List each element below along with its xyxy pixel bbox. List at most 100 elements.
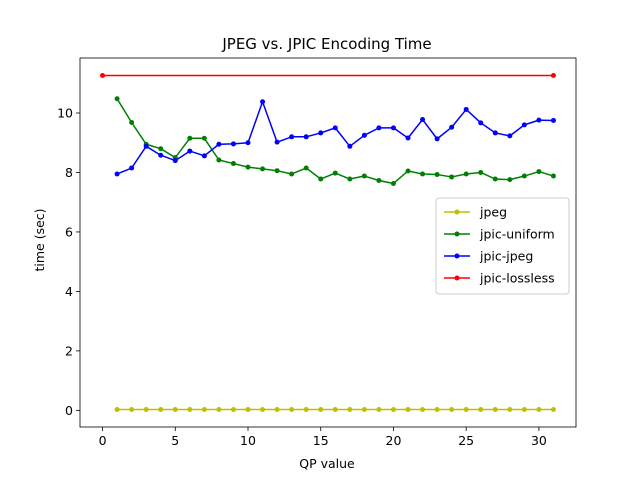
data-point-jpeg bbox=[463, 406, 469, 412]
x-tick-label: 5 bbox=[171, 433, 179, 448]
data-point-jpeg bbox=[172, 406, 178, 412]
data-point-jpeg bbox=[289, 406, 295, 412]
data-point-jpeg bbox=[245, 406, 251, 412]
data-point-jpic-uniform bbox=[289, 171, 295, 177]
data-point-jpeg bbox=[143, 406, 149, 412]
legend-marker-jpic-lossless bbox=[454, 275, 460, 281]
data-point-jpic-uniform bbox=[187, 135, 193, 141]
legend-marker-jpic-jpeg bbox=[454, 253, 460, 259]
x-tick-label: 10 bbox=[240, 433, 256, 448]
data-point-jpeg bbox=[260, 406, 266, 412]
data-point-jpic-uniform bbox=[405, 168, 411, 174]
data-point-jpeg bbox=[201, 406, 207, 412]
data-point-jpic-uniform bbox=[434, 172, 440, 178]
data-point-jpic-jpeg bbox=[303, 134, 309, 140]
data-point-jpeg bbox=[434, 406, 440, 412]
data-point-jpic-uniform bbox=[216, 157, 222, 163]
data-point-jpeg bbox=[158, 406, 164, 412]
data-point-jpeg bbox=[303, 406, 309, 412]
data-point-jpeg bbox=[274, 406, 280, 412]
data-point-jpeg bbox=[230, 406, 236, 412]
data-point-jpic-jpeg bbox=[492, 130, 498, 136]
legend-marker-jpeg bbox=[454, 209, 460, 215]
y-tick-label: 8 bbox=[65, 165, 73, 180]
data-point-jpic-uniform bbox=[361, 173, 367, 179]
data-point-jpic-jpeg bbox=[260, 99, 266, 105]
data-point-jpic-uniform bbox=[478, 169, 484, 175]
data-point-jpic-lossless bbox=[100, 73, 106, 79]
data-point-jpic-jpeg bbox=[478, 120, 484, 126]
legend-marker-jpic-uniform bbox=[454, 231, 460, 237]
data-point-jpic-jpeg bbox=[143, 143, 149, 149]
x-tick-label: 25 bbox=[458, 433, 474, 448]
data-point-jpic-uniform bbox=[260, 166, 266, 172]
axes-frame bbox=[79, 57, 577, 428]
y-axis-label: time (sec) bbox=[32, 208, 47, 271]
data-point-jpic-uniform bbox=[318, 176, 324, 182]
data-point-jpic-uniform bbox=[420, 171, 426, 177]
data-point-jpic-uniform bbox=[536, 169, 542, 175]
data-point-jpeg bbox=[332, 406, 338, 412]
data-point-jpic-uniform bbox=[376, 178, 382, 183]
data-point-jpic-uniform bbox=[201, 135, 207, 141]
data-point-jpic-jpeg bbox=[274, 139, 280, 145]
data-point-jpic-uniform bbox=[507, 177, 513, 183]
y-tick-label: 10 bbox=[57, 106, 73, 121]
legend-label-jpic-lossless: jpic-lossless bbox=[479, 271, 555, 286]
plot-area: 0 5 10 15 20 25 30 0 2 4 6 8 10 bbox=[57, 57, 577, 448]
x-axis-label: QP value bbox=[299, 456, 355, 471]
data-point-jpeg bbox=[536, 406, 542, 412]
data-point-jpeg bbox=[550, 406, 556, 412]
data-point-jpic-lossless bbox=[550, 73, 556, 79]
x-tick-label: 0 bbox=[99, 433, 107, 448]
data-point-jpeg bbox=[129, 406, 135, 412]
legend-label-jpic-uniform: jpic-uniform bbox=[479, 227, 555, 242]
data-point-jpic-jpeg bbox=[521, 122, 527, 128]
data-point-jpic-uniform bbox=[463, 171, 469, 177]
data-point-jpic-uniform bbox=[390, 180, 396, 186]
data-point-jpic-uniform bbox=[158, 146, 164, 152]
data-point-jpeg bbox=[318, 406, 324, 412]
data-point-jpeg bbox=[114, 406, 120, 412]
legend-label-jpeg: jpeg bbox=[479, 205, 507, 220]
data-point-jpic-jpeg bbox=[347, 143, 353, 149]
data-point-jpic-jpeg bbox=[289, 134, 295, 140]
y-tick-label: 6 bbox=[65, 224, 73, 239]
data-point-jpic-jpeg bbox=[550, 117, 556, 123]
data-point-jpic-uniform bbox=[245, 164, 251, 170]
legend-label-jpic-jpeg: jpic-jpeg bbox=[479, 249, 533, 264]
data-point-jpic-jpeg bbox=[245, 140, 251, 146]
data-point-jpeg bbox=[347, 406, 353, 412]
data-point-jpeg bbox=[521, 406, 527, 412]
data-point-jpic-uniform bbox=[521, 173, 527, 179]
x-tick-label: 20 bbox=[386, 433, 402, 448]
data-point-jpic-jpeg bbox=[361, 132, 367, 138]
data-point-jpic-jpeg bbox=[187, 148, 193, 154]
data-point-jpic-jpeg bbox=[318, 130, 324, 136]
x-tick-label: 30 bbox=[531, 433, 547, 448]
legend-box bbox=[435, 197, 570, 295]
data-point-jpic-jpeg bbox=[507, 133, 513, 139]
data-point-jpic-jpeg bbox=[434, 136, 440, 142]
data-point-jpic-uniform bbox=[449, 174, 455, 180]
data-point-jpic-uniform bbox=[129, 120, 135, 126]
data-point-jpic-jpeg bbox=[129, 165, 135, 171]
data-point-jpeg bbox=[449, 406, 455, 412]
data-point-jpeg bbox=[216, 406, 222, 412]
data-point-jpeg bbox=[478, 406, 484, 412]
data-point-jpic-jpeg bbox=[536, 117, 542, 123]
data-point-jpic-uniform bbox=[347, 176, 353, 182]
data-point-jpeg bbox=[492, 406, 498, 412]
data-point-jpeg bbox=[376, 406, 382, 412]
data-point-jpic-jpeg bbox=[405, 135, 411, 141]
data-point-jpic-uniform bbox=[492, 176, 498, 182]
data-point-jpeg bbox=[361, 406, 367, 412]
y-tick-label: 4 bbox=[65, 284, 73, 299]
y-tick-label: 2 bbox=[65, 343, 73, 358]
data-point-jpic-jpeg bbox=[332, 125, 338, 131]
data-point-jpic-jpeg bbox=[390, 125, 396, 131]
legend: jpeg jpic-uniform jpic-jpeg jpic-lossless bbox=[435, 197, 570, 295]
data-point-jpic-jpeg bbox=[216, 141, 222, 147]
data-point-jpeg bbox=[187, 406, 193, 412]
